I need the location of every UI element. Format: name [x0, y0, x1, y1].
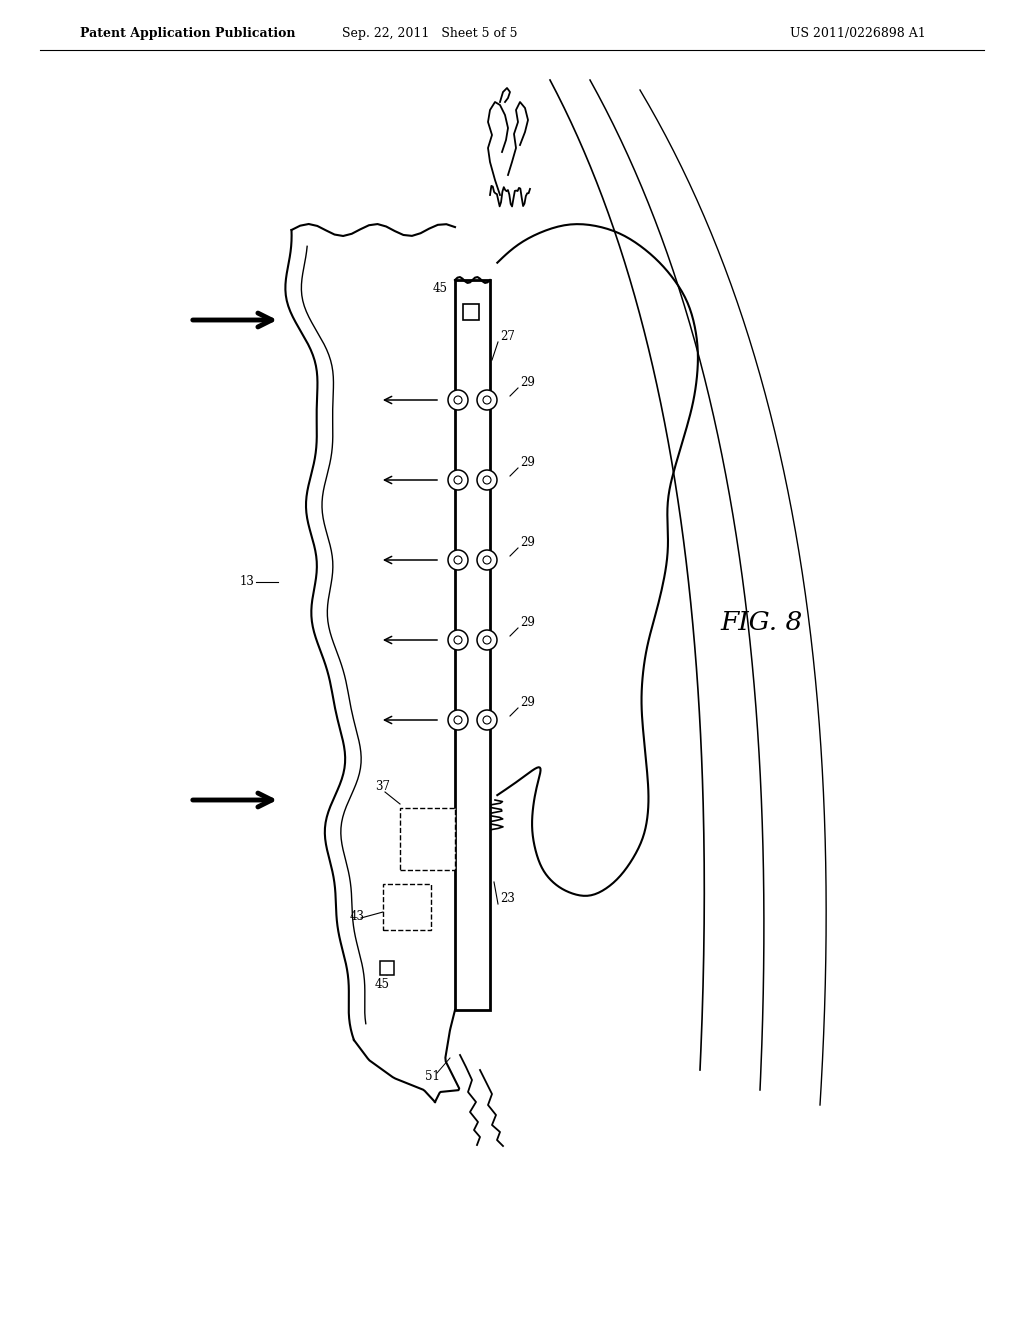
Circle shape [449, 630, 468, 649]
Circle shape [449, 710, 468, 730]
Circle shape [477, 550, 497, 570]
Text: 29: 29 [520, 696, 535, 709]
Circle shape [483, 636, 490, 644]
Circle shape [454, 556, 462, 564]
Circle shape [477, 630, 497, 649]
Circle shape [454, 396, 462, 404]
Circle shape [454, 715, 462, 723]
Text: 29: 29 [520, 376, 535, 389]
Circle shape [483, 715, 490, 723]
Text: 45: 45 [375, 978, 390, 991]
Circle shape [483, 396, 490, 404]
Circle shape [477, 389, 497, 411]
Circle shape [483, 556, 490, 564]
Circle shape [454, 636, 462, 644]
Circle shape [477, 470, 497, 490]
Bar [380, 961, 394, 975]
Circle shape [449, 470, 468, 490]
Circle shape [449, 550, 468, 570]
Bar [455, 280, 490, 1010]
Text: 27: 27 [500, 330, 515, 343]
Circle shape [449, 389, 468, 411]
Text: Sep. 22, 2011   Sheet 5 of 5: Sep. 22, 2011 Sheet 5 of 5 [342, 26, 518, 40]
Text: 29: 29 [520, 616, 535, 630]
Circle shape [454, 477, 462, 484]
Text: FIG. 8: FIG. 8 [720, 610, 802, 635]
Bar [463, 304, 479, 319]
Text: 29: 29 [520, 536, 535, 549]
Text: 23: 23 [500, 892, 515, 906]
Circle shape [483, 477, 490, 484]
Circle shape [477, 710, 497, 730]
Text: 37: 37 [375, 780, 390, 793]
Text: US 2011/0226898 A1: US 2011/0226898 A1 [790, 26, 926, 40]
Text: Patent Application Publication: Patent Application Publication [80, 26, 296, 40]
Text: 43: 43 [350, 909, 365, 923]
Bar [383, 884, 431, 931]
Text: 45: 45 [433, 282, 449, 294]
Text: 51: 51 [425, 1071, 440, 1082]
Bar [400, 808, 455, 870]
Text: 29: 29 [520, 455, 535, 469]
Text: 13: 13 [240, 576, 255, 587]
